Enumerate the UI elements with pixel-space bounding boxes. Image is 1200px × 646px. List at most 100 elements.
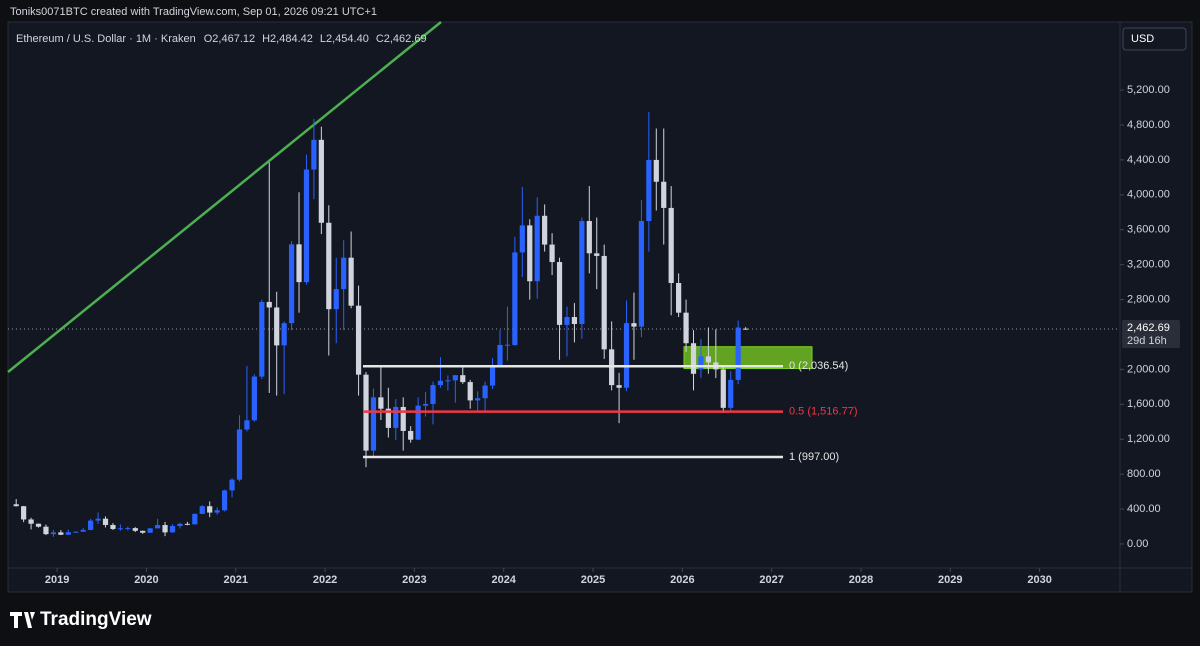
candle [199, 505, 205, 515]
candle [50, 530, 57, 537]
candle-body [452, 375, 458, 381]
candle [162, 521, 168, 537]
candle [147, 528, 153, 533]
candle [676, 273, 682, 318]
currency[interactable]: USD [1131, 33, 1154, 45]
y-tick-label: 4,800.00 [1127, 119, 1170, 131]
x-tick-label: 2030 [1027, 574, 1051, 586]
candle [35, 523, 42, 528]
candle [601, 244, 607, 359]
candle-body [564, 317, 570, 325]
candle [274, 291, 280, 396]
candle-body [35, 523, 42, 527]
candle [623, 300, 630, 392]
candle-body [132, 528, 138, 531]
candle-body [579, 221, 585, 325]
candle-body [542, 215, 548, 245]
candle [482, 381, 488, 412]
candle [311, 118, 317, 200]
candle [177, 522, 183, 529]
countdown: 29d 16h [1127, 335, 1167, 347]
candle-body [385, 408, 391, 428]
candle [102, 516, 109, 528]
candle-body [534, 215, 540, 282]
candle-body [214, 510, 220, 513]
currency-button[interactable] [1122, 27, 1187, 51]
candle [735, 320, 741, 385]
candle [229, 478, 235, 498]
candle-body [430, 385, 436, 404]
candle [244, 365, 250, 432]
candle-body [348, 257, 354, 306]
candle-body [422, 403, 429, 406]
candle-body [549, 244, 555, 263]
candle [594, 217, 600, 290]
x-tick-label: 2023 [402, 574, 426, 586]
candle [155, 518, 161, 529]
candle-body [318, 139, 324, 223]
candle-body [236, 429, 243, 480]
y-tick-label: 4,400.00 [1127, 154, 1170, 166]
candle [556, 257, 563, 360]
candle [281, 321, 287, 395]
candle [512, 236, 518, 346]
candle-body [177, 523, 183, 527]
candle-body [229, 479, 235, 491]
candle [333, 257, 339, 344]
candle-body [504, 344, 511, 346]
y-tick-label: 800.00 [1127, 468, 1161, 480]
candle-body [378, 397, 384, 409]
y-tick-label: 2,000.00 [1127, 363, 1170, 375]
x-tick-label: 2020 [134, 574, 158, 586]
candle-body [586, 221, 592, 254]
brand-logo [10, 612, 35, 628]
candle-body [80, 529, 86, 532]
candle-body [594, 253, 600, 256]
candle [408, 426, 414, 443]
candle-body [519, 225, 525, 253]
candle [296, 192, 302, 313]
candle [251, 374, 257, 422]
candle-body [288, 244, 295, 324]
x-tick-label: 2026 [670, 574, 694, 586]
candle-body [274, 307, 280, 346]
y-tick-label: 3,600.00 [1127, 224, 1170, 236]
x-tick-label: 2021 [224, 574, 248, 586]
candle [288, 241, 295, 331]
candle-body [259, 301, 265, 377]
candle-body [199, 506, 205, 514]
candle-body [690, 343, 697, 374]
candle-body [683, 312, 689, 344]
candle-body [571, 317, 578, 325]
candle-body [497, 344, 503, 366]
attribution: Toniks0071BTC created with TradingView.c… [10, 6, 377, 18]
candle-body [631, 323, 637, 327]
price-tag [1122, 320, 1180, 349]
candle [504, 306, 511, 361]
candle [73, 531, 79, 533]
candle-body [21, 506, 27, 520]
candle [579, 217, 585, 339]
y-tick-label: 1,200.00 [1127, 433, 1170, 445]
candle [207, 501, 213, 518]
candle-body [415, 405, 421, 440]
y-tick-label: 4,000.00 [1127, 189, 1170, 201]
ohlc-label: C2,462.69 [376, 33, 427, 45]
candle-body [13, 504, 19, 507]
candle [43, 524, 49, 536]
candle [683, 299, 689, 352]
chart-panel [7, 21, 1193, 593]
x-tick-label: 2019 [45, 574, 69, 586]
x-tick-label: 2027 [759, 574, 783, 586]
candle-body [616, 385, 622, 388]
candle-body [73, 531, 79, 533]
candle-body [698, 356, 704, 370]
y-tick-label: 5,200.00 [1127, 84, 1170, 96]
candle [125, 526, 131, 531]
candle-body [445, 380, 451, 382]
brand: TradingView [40, 609, 152, 630]
candle-body [303, 169, 310, 283]
candle [266, 162, 272, 393]
candle-body [661, 181, 667, 208]
candle-body [720, 369, 726, 408]
